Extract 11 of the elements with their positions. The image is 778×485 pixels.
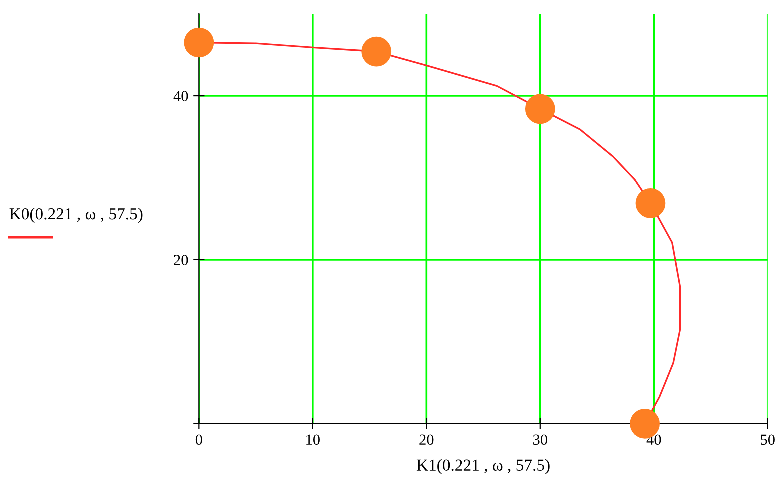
point: [184, 28, 214, 58]
x-tick-label: 20: [420, 434, 434, 446]
x-axis-title: K1(0.221 , ω , 57.5): [416, 459, 550, 474]
text: K0(0.221 , ω , 57.5): [10, 208, 143, 224]
x-tick-label: 30: [533, 434, 548, 446]
x-tick-label: 0: [196, 434, 202, 446]
point: [525, 94, 556, 124]
x-tick-label: 10: [306, 434, 320, 446]
point: [362, 36, 392, 67]
point: [636, 188, 666, 218]
x-tick-label: 50: [761, 434, 775, 446]
